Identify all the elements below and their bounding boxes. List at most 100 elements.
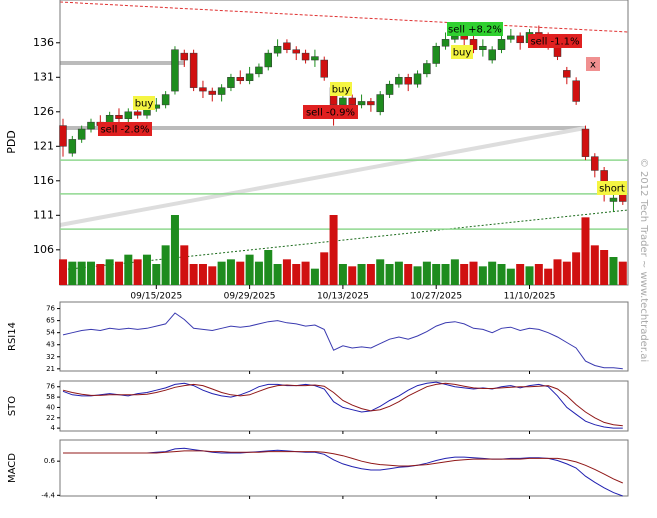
candle-body — [292, 49, 300, 54]
y-tick-label: 40 — [46, 403, 55, 411]
candle-body — [516, 35, 524, 44]
volume-bar — [348, 266, 357, 285]
annotation-box — [447, 22, 503, 36]
candle-body — [563, 70, 571, 78]
candle-body — [488, 49, 496, 61]
volume-bar — [478, 266, 487, 285]
volume-bar — [422, 261, 431, 285]
y-tick-label: 121 — [33, 139, 54, 152]
panel-frame — [59, 380, 629, 432]
candle-body — [227, 77, 235, 88]
volume-bar — [394, 261, 403, 285]
y-tick-label: 111 — [33, 208, 54, 221]
volume-bar — [105, 259, 114, 285]
candle-body — [115, 114, 123, 119]
annotation-box — [330, 82, 352, 96]
volume-bar — [385, 264, 394, 285]
candle-body — [273, 45, 282, 54]
annotation-box — [303, 105, 358, 119]
volume-bar — [544, 268, 553, 285]
volume-bar — [450, 259, 459, 285]
annotation-label: sell -0.9% — [306, 108, 355, 119]
volume-bar — [59, 259, 67, 285]
annotation-label: buy — [332, 85, 351, 96]
annotation-label: sell -2.8% — [100, 125, 149, 136]
annotation-box — [597, 181, 627, 195]
y-tick-label: 21 — [46, 365, 55, 373]
volume-bar — [217, 261, 226, 285]
volume-bar — [534, 264, 543, 285]
candle-body — [413, 73, 422, 85]
panel-frame — [59, 439, 629, 497]
volume-bar — [553, 259, 562, 285]
volume-bar — [124, 254, 133, 285]
volume-bar — [86, 261, 95, 285]
candle-body — [441, 39, 450, 47]
volume-bar — [376, 259, 385, 285]
candle-body — [255, 66, 263, 75]
annotation-label: sell +8.2% — [448, 25, 502, 36]
volume-bar — [320, 252, 329, 285]
volume-bar — [497, 264, 506, 285]
annotation-box — [133, 96, 155, 110]
volume-bar — [581, 217, 590, 285]
indicator-line — [62, 381, 623, 429]
volume-bar — [68, 261, 77, 285]
volume-bar — [254, 261, 263, 285]
candle-body — [619, 194, 627, 202]
volume-bar — [161, 245, 170, 285]
volume-bar — [170, 215, 179, 285]
volume-bar — [96, 264, 105, 285]
candle-body — [581, 128, 590, 157]
volume-bar — [329, 215, 338, 285]
volume-bar — [516, 264, 525, 285]
volume-bar — [366, 264, 375, 285]
volume-bar — [590, 245, 599, 285]
axis-title: RSI14 — [7, 322, 18, 351]
candle-body — [208, 90, 217, 95]
volume-bar — [600, 250, 609, 285]
candle-body — [572, 80, 580, 102]
volume-bar — [114, 261, 123, 285]
y-tick-label: 76 — [46, 305, 55, 313]
candle-body — [348, 97, 356, 106]
candle-body — [236, 77, 245, 81]
candle-body — [245, 73, 254, 81]
candle-body — [283, 42, 291, 50]
volume-bar — [226, 259, 235, 285]
watermark: © 2012 Tech Trader ~ www.techtrader.ai — [638, 158, 649, 362]
x-tick-label: 09/15/2025 — [130, 292, 182, 302]
y-tick-label: 54 — [46, 329, 55, 337]
candle-body — [311, 56, 319, 61]
volume-bar — [338, 264, 347, 285]
y-tick-label: 116 — [33, 174, 54, 187]
volume-bar — [413, 266, 422, 285]
trend-band — [59, 126, 586, 227]
y-tick-label: 76 — [46, 383, 55, 391]
panel-frame — [59, 301, 629, 372]
candle-body — [404, 77, 412, 85]
y-tick-label: 4 — [51, 424, 56, 432]
candle-body — [395, 77, 403, 85]
candle-body — [68, 139, 77, 154]
volume-bar — [152, 264, 161, 285]
volume-bar — [506, 268, 515, 285]
volume-bar — [310, 268, 319, 285]
x-tick-label: 09/29/2025 — [224, 292, 276, 302]
y-tick-label: -4.4 — [41, 491, 55, 499]
volume-bar — [282, 259, 291, 285]
candle-body — [460, 35, 468, 40]
candle-body — [432, 45, 440, 64]
volume-bar — [198, 264, 207, 285]
candle-body — [479, 45, 487, 50]
annotation-box — [586, 57, 600, 71]
candle-body — [180, 52, 189, 61]
candle-body — [385, 83, 394, 95]
volume-bar — [488, 261, 497, 285]
candle-body — [376, 94, 384, 113]
candle-body — [77, 128, 86, 140]
candle-body — [320, 59, 328, 78]
volume-bar — [142, 254, 151, 285]
